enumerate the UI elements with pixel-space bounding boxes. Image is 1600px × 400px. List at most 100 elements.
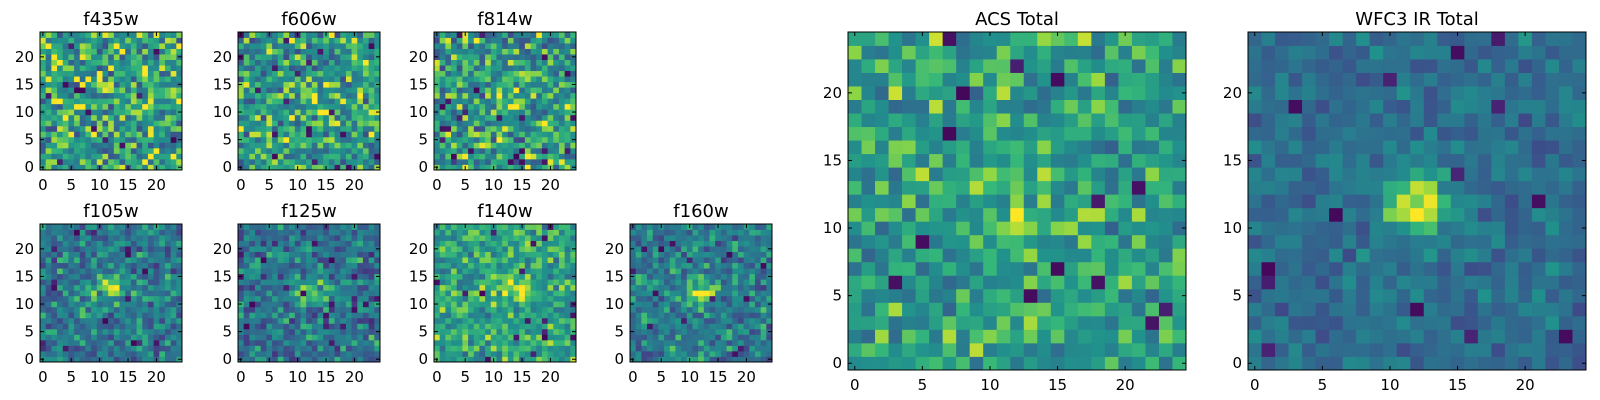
heatmap-cell bbox=[176, 131, 183, 138]
heatmap-cell bbox=[289, 158, 296, 165]
heatmap-cell bbox=[490, 70, 497, 77]
heatmap-cell bbox=[473, 224, 480, 230]
heatmap-cell bbox=[340, 109, 347, 116]
heatmap-cell bbox=[40, 284, 47, 291]
heatmap-cell bbox=[368, 98, 375, 105]
heatmap-cell bbox=[176, 251, 183, 258]
heatmap-cell bbox=[272, 147, 279, 154]
heatmap-cell bbox=[159, 301, 166, 308]
heatmap-cell bbox=[541, 37, 548, 44]
heatmap-cell bbox=[490, 98, 497, 105]
heatmap-cell bbox=[902, 153, 916, 168]
heatmap-cell bbox=[74, 246, 81, 252]
heatmap-cell bbox=[479, 87, 486, 94]
heatmap-cell bbox=[1172, 261, 1187, 276]
heatmap-cell bbox=[451, 37, 458, 44]
heatmap-cell bbox=[652, 350, 659, 357]
heatmap-cell bbox=[62, 131, 69, 138]
heatmap-cell bbox=[176, 262, 183, 269]
heatmap-cell bbox=[445, 59, 452, 66]
heatmap-cell bbox=[136, 345, 143, 352]
heatmap-cell bbox=[91, 262, 98, 269]
heatmap-cell bbox=[929, 329, 944, 344]
heatmap-cell bbox=[96, 70, 103, 77]
x-tick-label: 5 bbox=[66, 368, 76, 386]
heatmap-cell bbox=[283, 136, 290, 143]
heatmap-cell bbox=[170, 125, 177, 132]
heatmap-cell bbox=[524, 328, 531, 335]
heatmap-cell bbox=[720, 323, 727, 330]
heatmap-cell bbox=[686, 262, 693, 269]
heatmap-cell bbox=[675, 229, 682, 236]
heatmap-cell bbox=[289, 295, 296, 302]
heatmap-cell bbox=[125, 268, 132, 275]
heatmap-cell bbox=[479, 158, 486, 165]
heatmap-cell bbox=[861, 275, 876, 290]
heatmap-cell bbox=[51, 131, 58, 138]
heatmap-cell bbox=[142, 262, 149, 269]
heatmap-cell bbox=[434, 76, 441, 83]
heatmap-cell bbox=[456, 103, 463, 110]
heatmap-cell bbox=[720, 301, 727, 308]
heatmap-cell bbox=[502, 345, 509, 352]
heatmap-cell bbox=[445, 251, 452, 258]
y-tick-label: 10 bbox=[15, 295, 34, 313]
heatmap-cell bbox=[456, 356, 463, 363]
heatmap-cell bbox=[715, 268, 722, 275]
heatmap-cell bbox=[502, 317, 509, 324]
heatmap-cell bbox=[40, 37, 47, 44]
heatmap-cell bbox=[334, 153, 341, 160]
heatmap-cell bbox=[45, 125, 52, 132]
heatmap-cell bbox=[294, 76, 301, 83]
heatmap-cell bbox=[249, 290, 256, 297]
heatmap-cell bbox=[277, 301, 284, 308]
heatmap-cell bbox=[57, 32, 64, 38]
heatmap-cell bbox=[272, 290, 279, 297]
heatmap-cell bbox=[547, 153, 554, 160]
heatmap-cell bbox=[698, 306, 705, 313]
heatmap-cell bbox=[62, 284, 69, 291]
heatmap-cell bbox=[479, 268, 486, 275]
heatmap-cell bbox=[306, 158, 313, 165]
heatmap-cell bbox=[74, 268, 81, 275]
heatmap-cell bbox=[473, 345, 480, 352]
heatmap-cell bbox=[541, 109, 548, 116]
heatmap-cell bbox=[445, 92, 452, 99]
heatmap-cell bbox=[434, 268, 441, 275]
heatmap-cell bbox=[732, 235, 739, 241]
heatmap-cell bbox=[283, 312, 290, 319]
heatmap-cell bbox=[1118, 234, 1133, 249]
heatmap-cell bbox=[1037, 288, 1052, 303]
heatmap-cell bbox=[507, 87, 514, 94]
heatmap-cell bbox=[351, 114, 358, 121]
heatmap-cell bbox=[875, 329, 889, 344]
heatmap-cell bbox=[357, 54, 364, 60]
heatmap-cell bbox=[669, 246, 676, 252]
heatmap-cell bbox=[681, 279, 688, 286]
heatmap-cell bbox=[260, 32, 267, 38]
heatmap-cell bbox=[159, 334, 166, 341]
heatmap-cell bbox=[473, 81, 480, 88]
heatmap-cell bbox=[664, 262, 671, 269]
heatmap-cell bbox=[340, 339, 347, 346]
heatmap-cell bbox=[351, 48, 358, 55]
heatmap-cell bbox=[570, 76, 577, 83]
heatmap-cell bbox=[243, 125, 250, 132]
heatmap-cell bbox=[260, 37, 267, 44]
heatmap-cell bbox=[513, 120, 520, 127]
heatmap-cell bbox=[277, 48, 284, 55]
heatmap-cell bbox=[439, 284, 446, 291]
heatmap-cell bbox=[79, 262, 86, 269]
heatmap-cell bbox=[91, 240, 98, 247]
heatmap-cell bbox=[57, 312, 64, 319]
heatmap-cell bbox=[311, 268, 318, 275]
heatmap-cell bbox=[74, 229, 81, 236]
heatmap-cell bbox=[277, 153, 284, 160]
heatmap-cell bbox=[40, 92, 47, 99]
heatmap-cell bbox=[57, 136, 64, 143]
heatmap-cell bbox=[692, 246, 699, 252]
heatmap-cell bbox=[439, 251, 446, 258]
heatmap-cell bbox=[57, 306, 64, 313]
heatmap-cell bbox=[255, 284, 262, 291]
heatmap-cell bbox=[507, 70, 514, 77]
